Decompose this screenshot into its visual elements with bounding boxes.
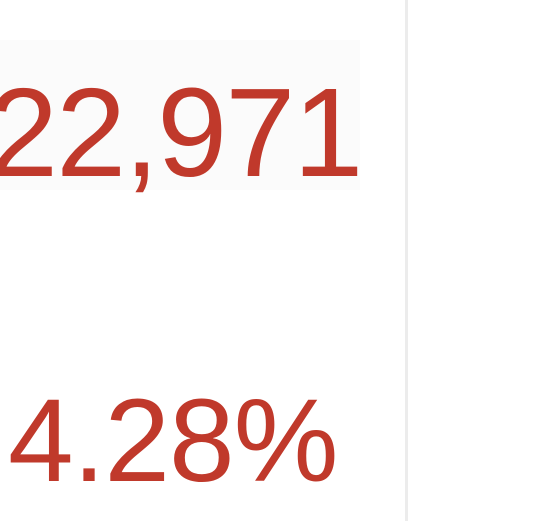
rate-value: 4.28% — [8, 375, 339, 507]
adjacent-column — [408, 0, 550, 521]
count-highlight — [0, 40, 360, 190]
metrics-panel: 22,971 4.28% — [0, 40, 364, 507]
column-divider — [405, 0, 408, 521]
count-value: 22,971 — [0, 62, 363, 203]
